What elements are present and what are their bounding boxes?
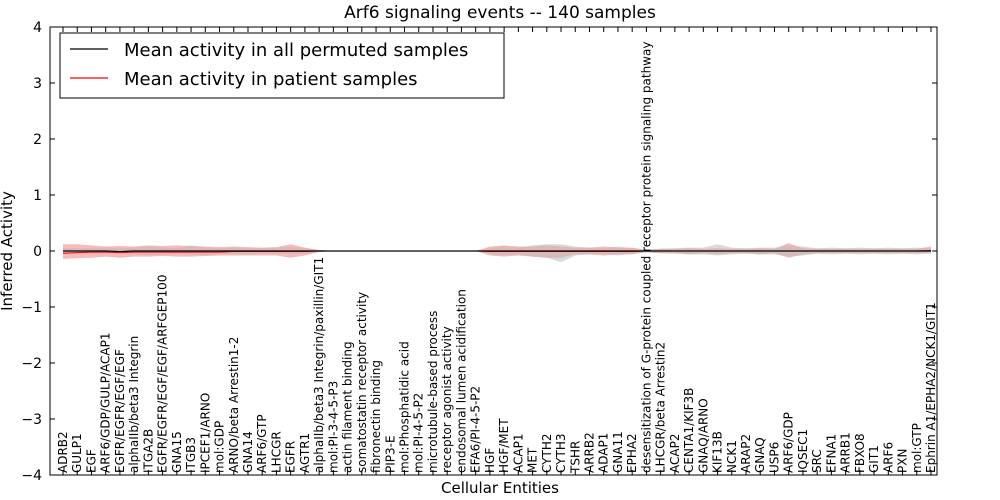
- x-tick-label: KIF13B: [711, 431, 725, 473]
- y-tick-label: 2: [33, 132, 42, 148]
- x-tick-label: IPCEF1/ARNO: [198, 393, 212, 473]
- x-tick-label: AGTR1: [298, 433, 312, 473]
- x-tick-label: ADAP1: [597, 433, 611, 473]
- x-tick-label: ADRB2: [56, 431, 70, 473]
- x-tick-label: LHCGR: [269, 431, 283, 473]
- x-tick-label: CYTH3: [554, 434, 568, 474]
- x-tick-label: TSHR: [568, 441, 582, 474]
- line-series-0: [63, 250, 931, 253]
- x-tick-label: ITGB3: [184, 437, 198, 473]
- x-tick-label: PIP3-E: [383, 435, 397, 473]
- y-axis-ticks: −4 −3 −2 −1 0 1 2 3 4: [21, 20, 937, 484]
- confidence-bands: [63, 243, 931, 263]
- x-tick-label: ARF6: [881, 442, 895, 473]
- x-tick-label: ACAP2: [668, 434, 682, 473]
- x-axis-label: Cellular Entities: [441, 479, 559, 497]
- x-tick-label: HGF/MET: [497, 418, 511, 473]
- x-tick-label: EGFR/EGFR/EGF/EGF: [113, 349, 127, 473]
- y-tick-label: 3: [33, 76, 42, 92]
- legend-label-permuted: Mean activity in all permuted samples: [124, 40, 468, 61]
- y-tick-label: −2: [21, 356, 42, 372]
- x-tick-label: ACAP1: [511, 434, 525, 473]
- x-tick-label: mol:GDP: [213, 421, 227, 473]
- band-series-0: [63, 244, 931, 263]
- x-tick-label: LHCGR/beta Arrestin2: [654, 342, 668, 473]
- x-tick-label: GNAQ: [753, 437, 767, 473]
- x-tick-label: ARF6/GDP: [782, 412, 796, 473]
- x-tick-label: GULP1: [70, 433, 84, 473]
- x-tick-label: mol:PI-4-5-P2: [412, 393, 426, 473]
- x-tick-label: MET: [526, 447, 540, 473]
- x-tick-label: EFNA1: [824, 434, 838, 473]
- x-axis-ticks: ADRB2 GULP1 EGF ARF6/GDP/GULP/ACAP1 EGFR/EGF…: [56, 27, 938, 475]
- x-tick-label: desensitization of G-protein coupled rec…: [639, 42, 653, 473]
- y-tick-label: 0: [33, 244, 42, 260]
- x-tick-label: mol:GTP: [910, 423, 924, 473]
- x-tick-label: EGFR: [284, 441, 298, 473]
- x-tick-label: ARRB1: [839, 432, 853, 473]
- x-tick-label: mol:PI-3-4-5-P3: [326, 381, 340, 473]
- x-tick-label: fibronectin binding: [369, 360, 383, 473]
- x-tick-label: endosomal lumen acidification: [454, 289, 468, 473]
- x-tick-label: somatostatin receptor activity: [355, 292, 369, 473]
- x-tick-label: GNAQ/ARNO: [696, 398, 710, 473]
- y-tick-label: 1: [33, 188, 42, 204]
- y-tick-label: −4: [21, 468, 42, 484]
- x-tick-label: EGFR/EGFR/EGF/EGF/ARFGEP100: [156, 275, 170, 473]
- x-tick-label: CENTA1/KIF3B: [682, 388, 696, 473]
- x-tick-label: CYTH2: [540, 434, 554, 474]
- x-tick-label: receptor agonist activity: [440, 326, 454, 473]
- x-tick-label: mol:Phosphatidic acid: [398, 341, 412, 473]
- x-tick-label: USP6: [767, 442, 781, 473]
- x-tick-label: alphaIIb/beta3 Integrin: [127, 336, 141, 473]
- series-lines: [62, 249, 932, 254]
- x-tick-label: IQSEC1: [796, 429, 810, 473]
- x-tick-label: PXN: [896, 449, 910, 473]
- x-tick-label: actin filament binding: [341, 341, 355, 473]
- x-tick-label: GIT1: [867, 445, 881, 473]
- x-tick-label: ARAP2: [739, 434, 753, 473]
- x-tick-label: ARNO/beta Arrestin1-2: [227, 337, 241, 473]
- x-tick-label: ARRB2: [582, 432, 596, 473]
- x-tick-label: ARF6/GDP/GULP/ACAP1: [99, 333, 113, 473]
- y-tick-label: 4: [33, 20, 42, 36]
- x-tick-label: EPHA2: [625, 433, 639, 473]
- x-tick-label: alphaIIb/beta3 Integrin/paxillin/GIT1: [312, 257, 326, 473]
- legend-box: [59, 32, 505, 99]
- x-tick-label: microtubule-based process: [426, 311, 440, 473]
- x-tick-label: ARF6/GTP: [255, 414, 269, 473]
- y-tick-label: −3: [21, 412, 42, 428]
- x-tick-label: HGF: [483, 448, 497, 473]
- x-tick-label: GNA15: [170, 431, 184, 473]
- x-tick-label: NCK1: [725, 440, 739, 473]
- x-tick-label: SRC: [810, 449, 824, 473]
- x-tick-label: FBXO8: [853, 433, 867, 473]
- y-axis-label: Inferred Activity: [0, 191, 16, 311]
- chart-title: Arf6 signaling events -- 140 samples: [344, 3, 656, 23]
- x-tick-label: EFA6/PI-4-5-P2: [469, 386, 483, 473]
- x-tick-label: ITGA2B: [141, 429, 155, 473]
- x-tick-label: GNA14: [241, 431, 255, 473]
- x-tick-label: EGF: [84, 449, 98, 473]
- legend: Mean activity in all permuted samples Me…: [59, 32, 505, 99]
- x-tick-label: Ephrin A1/EPHA2/NCK1/GIT1: [924, 302, 938, 473]
- x-tick-label: GNA11: [611, 431, 625, 473]
- y-tick-label: −1: [21, 300, 42, 316]
- legend-label-patient: Mean activity in patient samples: [124, 69, 418, 90]
